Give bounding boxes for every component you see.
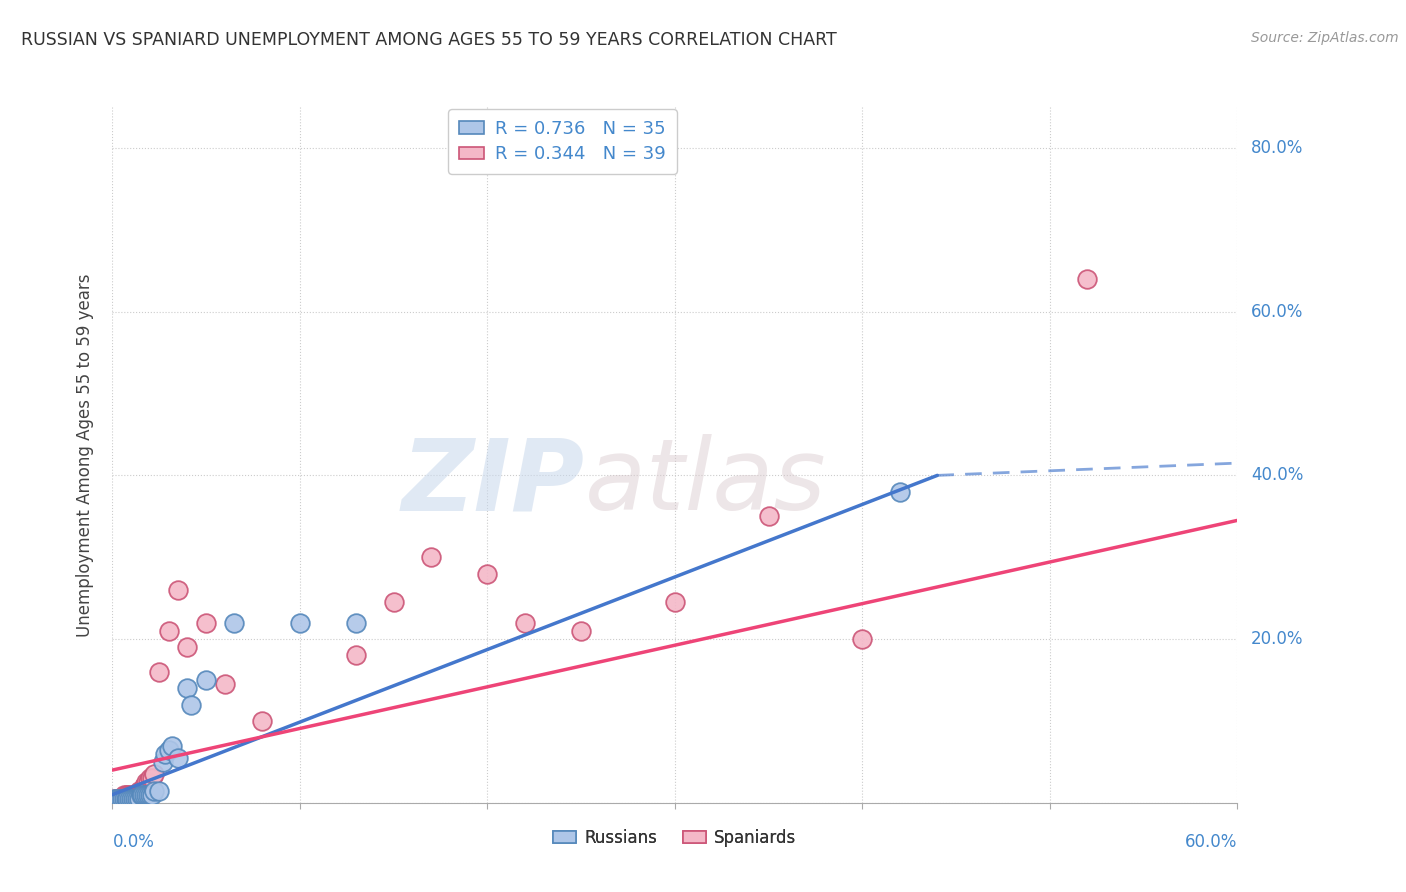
Point xyxy=(851,632,873,646)
Point xyxy=(120,788,142,802)
Point xyxy=(142,783,165,797)
Point xyxy=(105,791,128,805)
Point xyxy=(344,615,367,630)
Point xyxy=(129,788,152,802)
Text: 60.0%: 60.0% xyxy=(1185,833,1237,851)
Point xyxy=(122,791,145,805)
Point xyxy=(180,698,202,712)
Point xyxy=(114,788,136,802)
Point xyxy=(162,739,184,753)
Point xyxy=(176,640,198,655)
Point xyxy=(111,791,134,805)
Text: 40.0%: 40.0% xyxy=(1251,467,1303,484)
Point xyxy=(195,615,218,630)
Point xyxy=(139,788,162,802)
Point xyxy=(224,615,246,630)
Point xyxy=(124,791,146,805)
Point xyxy=(136,788,159,802)
Text: 60.0%: 60.0% xyxy=(1251,302,1303,321)
Point xyxy=(135,775,157,789)
Point xyxy=(214,677,236,691)
Point xyxy=(157,742,180,756)
Point xyxy=(103,791,125,805)
Point xyxy=(382,595,405,609)
Point xyxy=(105,791,128,805)
Point xyxy=(139,771,162,785)
Point xyxy=(136,775,159,789)
Point xyxy=(288,615,311,630)
Point xyxy=(1076,272,1098,286)
Point xyxy=(112,791,135,805)
Point xyxy=(128,783,150,797)
Point xyxy=(142,767,165,781)
Text: RUSSIAN VS SPANIARD UNEMPLOYMENT AMONG AGES 55 TO 59 YEARS CORRELATION CHART: RUSSIAN VS SPANIARD UNEMPLOYMENT AMONG A… xyxy=(21,31,837,49)
Point xyxy=(477,566,499,581)
Point xyxy=(252,714,274,728)
Point xyxy=(664,595,686,609)
Point xyxy=(157,624,180,638)
Point xyxy=(131,783,153,797)
Point xyxy=(125,788,148,802)
Point xyxy=(122,788,145,802)
Point xyxy=(117,791,139,805)
Text: 80.0%: 80.0% xyxy=(1251,139,1303,157)
Point xyxy=(129,783,152,797)
Point xyxy=(111,791,134,805)
Point xyxy=(569,624,592,638)
Point xyxy=(108,791,131,805)
Point xyxy=(108,791,131,805)
Point xyxy=(117,788,139,802)
Point xyxy=(141,771,163,785)
Point xyxy=(176,681,198,696)
Text: atlas: atlas xyxy=(585,434,827,532)
Point xyxy=(114,791,136,805)
Point xyxy=(758,509,780,524)
Point xyxy=(344,648,367,663)
Point xyxy=(513,615,536,630)
Point xyxy=(120,791,142,805)
Point xyxy=(148,783,170,797)
Point xyxy=(167,751,190,765)
Text: Source: ZipAtlas.com: Source: ZipAtlas.com xyxy=(1251,31,1399,45)
Point xyxy=(124,788,146,802)
Text: 20.0%: 20.0% xyxy=(1251,630,1303,648)
Point xyxy=(112,788,135,802)
Legend: Russians, Spaniards: Russians, Spaniards xyxy=(547,822,803,854)
Text: 0.0%: 0.0% xyxy=(112,833,155,851)
Point xyxy=(103,791,125,805)
Point xyxy=(195,673,218,687)
Text: ZIP: ZIP xyxy=(402,434,585,532)
Point xyxy=(128,791,150,805)
Point xyxy=(107,791,129,805)
Point xyxy=(152,755,174,769)
Point xyxy=(889,484,911,499)
Point xyxy=(420,550,443,565)
Point xyxy=(131,788,153,802)
Point xyxy=(134,788,156,802)
Point xyxy=(107,791,129,805)
Point xyxy=(125,791,148,805)
Point xyxy=(167,582,190,597)
Point xyxy=(153,747,176,761)
Point xyxy=(118,791,141,805)
Point xyxy=(148,665,170,679)
Point xyxy=(135,788,157,802)
Y-axis label: Unemployment Among Ages 55 to 59 years: Unemployment Among Ages 55 to 59 years xyxy=(76,273,94,637)
Point xyxy=(118,788,141,802)
Point xyxy=(134,780,156,794)
Point xyxy=(141,788,163,802)
